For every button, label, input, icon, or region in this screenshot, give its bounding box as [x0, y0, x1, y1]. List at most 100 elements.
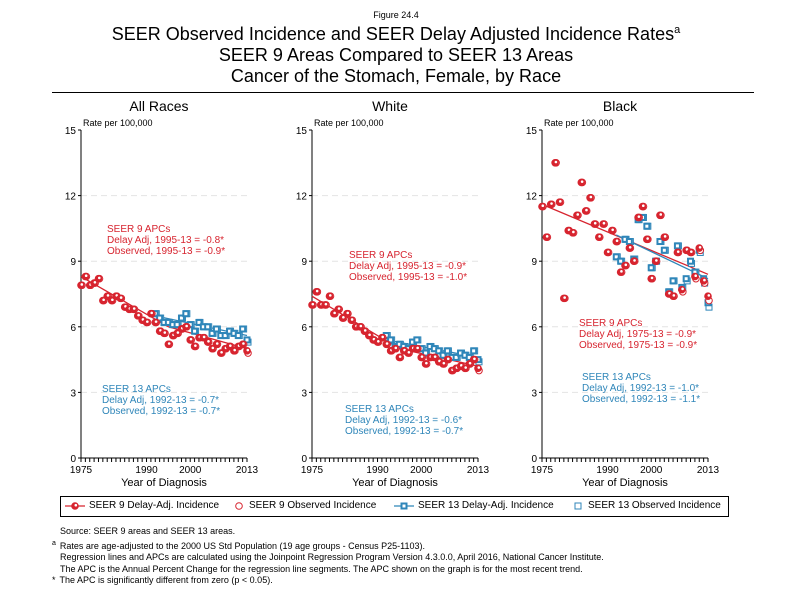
seer9-delay-point-highlight [150, 311, 153, 315]
seer9-delay-point-highlight [80, 283, 84, 286]
seer9-delay-point-highlight [119, 296, 123, 299]
seer9-delay-point-highlight [703, 278, 706, 282]
seer9-delay-point-highlight [633, 259, 636, 262]
seer13-delay-point-highlight [219, 334, 223, 338]
seer9-delay-point-highlight [558, 200, 562, 203]
seer9-delay-point-highlight [650, 276, 654, 280]
x-tick-label: 2013 [236, 465, 259, 476]
legend-seer13-observed-marker [574, 502, 582, 510]
legend-seer9-delay: SEER 9 Delay-Adj. Incidence [89, 500, 220, 511]
panel-all-races: All Races Rate per 100,000 0 3 6 9 12 15 1975 199… [65, 98, 259, 489]
note-mark-star: * [52, 575, 56, 585]
seer13-delay-point-highlight [649, 266, 653, 270]
seer9-delay-point-highlight [342, 315, 345, 319]
x-tick-label: 1975 [70, 465, 93, 476]
x-tick-label: 1990 [596, 465, 619, 476]
seer9-delay-point-highlight [350, 318, 354, 321]
x-tick-label: 2000 [179, 465, 202, 476]
seer13-apc-text: Observed, 1992-13 = -0.7* [102, 406, 220, 417]
seer13-delay-point-highlight [232, 331, 236, 335]
seer13-delay-point-highlight [245, 338, 249, 342]
chart-subtitle-1: SEER 9 Areas Compared to SEER 13 Areas [218, 45, 574, 65]
legend-seer9-observed: SEER 9 Observed Incidence [249, 500, 377, 511]
x-tick-label: 2013 [697, 465, 720, 476]
seer9-delay-point-highlight [337, 307, 341, 310]
seer13-delay-point-highlight [454, 355, 458, 359]
seer9-delay-point-highlight [659, 213, 663, 216]
seer13-delay-point-highlight [406, 347, 410, 351]
seer13-delay-point-highlight [184, 312, 188, 316]
seer9-delay-point-highlight [593, 221, 597, 225]
seer9-delay-point-highlight [176, 331, 180, 334]
seer9-delay-point-highlight [185, 324, 188, 328]
note-rates: Rates are age-adjusted to the 2000 US St… [59, 540, 425, 551]
legend: SEER 9 Delay-Adj. Incidence SEER 9 Obser… [60, 496, 729, 517]
seer13-delay-point-highlight [424, 351, 428, 355]
seer13-delay-point-highlight [206, 325, 210, 329]
y-axis-label: Rate per 100,000 [83, 118, 153, 128]
seer9-delay-point-highlight [211, 346, 215, 350]
seer9-delay-point-highlight [598, 235, 601, 238]
chart-title: SEER Observed Incidence and SEER Delay A… [0, 24, 792, 45]
seer13-delay-point-highlight [397, 342, 401, 346]
legend-seer9-observed-marker [235, 502, 243, 510]
x-axis-label: Year of Diagnosis [352, 477, 438, 489]
panel-title: All Races [129, 98, 188, 114]
seer9-delay-point-highlight [646, 237, 649, 240]
x-tick-label: 2013 [467, 465, 490, 476]
seer13-delay-point-highlight [675, 244, 679, 248]
seer13-delay-point-highlight [201, 325, 205, 329]
y-tick-label: 0 [531, 454, 537, 465]
seer13-delay-point-highlight [389, 338, 393, 342]
panel-white: White Rate per 100,000 0 3 6 9 12 15 1975 1990 200… [296, 98, 490, 489]
seer13-delay-point-highlight [432, 347, 436, 351]
seer9-delay-point-highlight [425, 361, 428, 365]
y-tick-label: 9 [70, 257, 76, 268]
seer13-delay-point-highlight [671, 279, 675, 283]
seer13-apc-text: SEER 13 APCs [345, 404, 414, 415]
seer9-apc-text: Observed, 1975-13 = -0.9* [579, 340, 697, 351]
seer13-delay-point-highlight [441, 353, 445, 357]
y-tick-label: 0 [70, 454, 76, 465]
seer9-delay-point-highlight [202, 335, 206, 339]
seer9-delay-point-highlight [545, 235, 549, 238]
seer9-delay-point-highlight [229, 344, 232, 347]
x-axis-label: Year of Diagnosis [121, 477, 207, 489]
seer9-delay-point-highlight [189, 337, 193, 341]
y-axis-label: Rate per 100,000 [314, 118, 384, 128]
seer9-delay-point-highlight [102, 298, 105, 302]
seer9-delay-point-highlight [416, 346, 419, 350]
seer9-delay-point-highlight [220, 350, 223, 354]
seer13-delay-point-highlight [693, 270, 697, 274]
y-tick-label: 6 [301, 323, 307, 334]
seer13-apc-text: SEER 13 APCs [102, 384, 171, 395]
seer13-delay-point-highlight [662, 248, 666, 252]
seer9-delay-point-highlight [580, 180, 584, 183]
seer9-delay-point-highlight [477, 366, 481, 369]
figure-label: Figure 24.4 [373, 10, 419, 20]
seer13-delay-point-highlight [241, 327, 245, 331]
seer9-delay-point-highlight [473, 357, 476, 361]
seer9-delay-point-highlight [572, 230, 575, 234]
chart-subtitle-2: Cancer of the Stomach, Female, by Race [230, 66, 562, 86]
seer13-delay-point-highlight [619, 259, 623, 263]
seer9-delay-point-highlight [137, 313, 140, 317]
y-tick-label: 12 [296, 192, 308, 203]
y-tick-label: 3 [531, 388, 537, 399]
x-tick-label: 1990 [135, 465, 158, 476]
y-tick-label: 15 [526, 126, 538, 137]
seer13-delay-point-highlight [228, 329, 232, 333]
seer13-delay-point-highlight [450, 355, 454, 359]
seer9-delay-point-highlight [690, 250, 693, 253]
seer9-delay-point-highlight [394, 346, 398, 350]
seer9-delay-point-highlight [132, 307, 136, 310]
seer13-delay-point-highlight [614, 255, 618, 259]
seer9-apc-text: Delay Adj, 1995-13 = -0.9* [349, 261, 466, 272]
title-divider [52, 92, 754, 93]
y-tick-label: 0 [301, 454, 307, 465]
seer13-delay-point-highlight [410, 340, 414, 344]
seer9-delay-point-highlight [663, 235, 667, 238]
seer13-delay-point-highlight [437, 349, 441, 353]
note-mark-a: a [52, 539, 56, 547]
